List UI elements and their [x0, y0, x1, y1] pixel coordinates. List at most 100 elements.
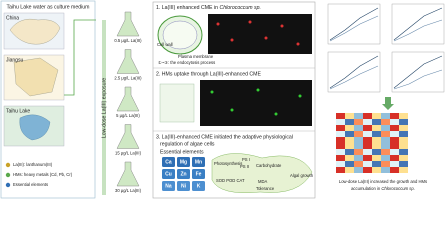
heat-cell — [399, 161, 408, 167]
heat-cell — [345, 149, 354, 155]
heat-cell — [399, 131, 408, 137]
heat-cell — [363, 125, 372, 131]
heat-cell — [345, 113, 354, 119]
heat-cell — [354, 167, 363, 173]
element: Zn — [180, 172, 186, 178]
heat-cell — [345, 167, 354, 173]
heat-cell — [399, 167, 408, 173]
element: Na — [165, 184, 172, 190]
heat-cell — [390, 155, 399, 161]
heat-cell — [399, 149, 408, 155]
microscopy — [200, 80, 312, 126]
heat-cell — [399, 119, 408, 125]
dose-label: 5 μg/L La(III) — [116, 113, 140, 118]
step-title: regulation of algae cells — [160, 141, 215, 147]
heat-cell — [381, 161, 390, 167]
heat-cell — [381, 167, 390, 173]
heat-cell — [345, 161, 354, 167]
heat-cell — [354, 155, 363, 161]
heat-cell — [336, 131, 345, 137]
heat-cell — [336, 161, 345, 167]
pathway-label: PS I — [242, 157, 250, 162]
essential-title: Essential elements — [160, 149, 204, 155]
heatmap — [336, 113, 408, 173]
element-cell — [162, 157, 175, 167]
element-cell — [177, 169, 190, 179]
flask — [116, 86, 140, 112]
heat-cell — [354, 143, 363, 149]
element-cell — [192, 157, 205, 167]
heat-cell — [390, 137, 399, 143]
heat-cell — [354, 125, 363, 131]
heat-cell — [381, 113, 390, 119]
heat-cell — [363, 161, 372, 167]
heat-cell — [381, 119, 390, 125]
heat-cell — [336, 155, 345, 161]
heat-cell — [336, 137, 345, 143]
heat-cell — [372, 119, 381, 125]
heat-cell — [390, 131, 399, 137]
heat-cell — [336, 119, 345, 125]
species: Chlorococcum sp. — [381, 186, 415, 191]
heat-cell — [390, 167, 399, 173]
heat-cell — [399, 155, 408, 161]
heat-cell — [345, 155, 354, 161]
heat-cell — [345, 143, 354, 149]
conclusion: Low-dose La(III) increased the growth an… — [339, 179, 427, 184]
heat-cell — [363, 149, 372, 155]
pathway-label: MDA — [258, 179, 268, 184]
heat-cell — [390, 113, 399, 119]
dose-label: 30 μg/L La(III) — [115, 188, 142, 193]
dose-label: 0.5 μg/L La(III) — [114, 38, 142, 43]
heat-cell — [372, 137, 381, 143]
pathway-label: SOD POD CAT — [216, 178, 245, 183]
legend-dot — [5, 162, 11, 168]
step-title: 1. La(III) enhanced CME in Chlorococcum … — [156, 5, 261, 11]
left-title: Taihu Lake water as culture medium — [6, 4, 89, 10]
heat-cell — [390, 161, 399, 167]
pathway-bg — [211, 153, 313, 193]
legend-dot — [5, 182, 11, 188]
heat-cell — [372, 149, 381, 155]
heat-cell — [372, 143, 381, 149]
heat-cell — [390, 149, 399, 155]
heat-cell — [372, 113, 381, 119]
heat-cell — [399, 143, 408, 149]
heat-cell — [399, 125, 408, 131]
map-label: China — [6, 15, 19, 21]
map-label: Taihu Lake — [6, 108, 30, 114]
conclusion: accumulation in Chlorococcum sp. — [351, 186, 415, 191]
heat-cell — [381, 143, 390, 149]
heat-cell — [336, 113, 345, 119]
element-cell — [162, 181, 175, 191]
flask — [116, 11, 140, 37]
pathway-label: Carbohydrate — [256, 163, 282, 168]
heat-cell — [381, 149, 390, 155]
title-text: 1. La(III) enhanced CME in — [156, 5, 218, 11]
flasks: 0.5 μg/L La(III) 2.5 μg/L La(III) 5 μg/L L… — [114, 11, 142, 193]
flask — [116, 49, 140, 74]
element-grid: Ca Mg Mn Cu Zn Fe Na Ni K — [162, 157, 205, 191]
arrow — [382, 97, 394, 110]
pathway-label: PS II — [240, 164, 249, 169]
mini-charts — [327, 3, 445, 93]
heat-cell — [354, 119, 363, 125]
element: K — [197, 184, 201, 190]
element: Ni — [181, 184, 187, 190]
heat-cell — [390, 125, 399, 131]
pathway-label: Tolerance — [256, 186, 275, 191]
flask — [116, 124, 140, 149]
heat-cell — [363, 113, 372, 119]
heat-cell — [372, 125, 381, 131]
microscopy — [208, 14, 312, 54]
heat-cell — [363, 131, 372, 137]
heat-cell — [345, 125, 354, 131]
heat-cell — [381, 137, 390, 143]
heat-cell — [354, 137, 363, 143]
note: ①~③: the endocytosis process — [158, 60, 215, 65]
pathway-label: Algal growth — [290, 173, 314, 178]
element: Mn — [195, 160, 202, 166]
dose-label: 2.5 μg/L La(III) — [114, 76, 142, 81]
legend-text: Essential elements — [13, 182, 48, 187]
heat-cell — [390, 143, 399, 149]
